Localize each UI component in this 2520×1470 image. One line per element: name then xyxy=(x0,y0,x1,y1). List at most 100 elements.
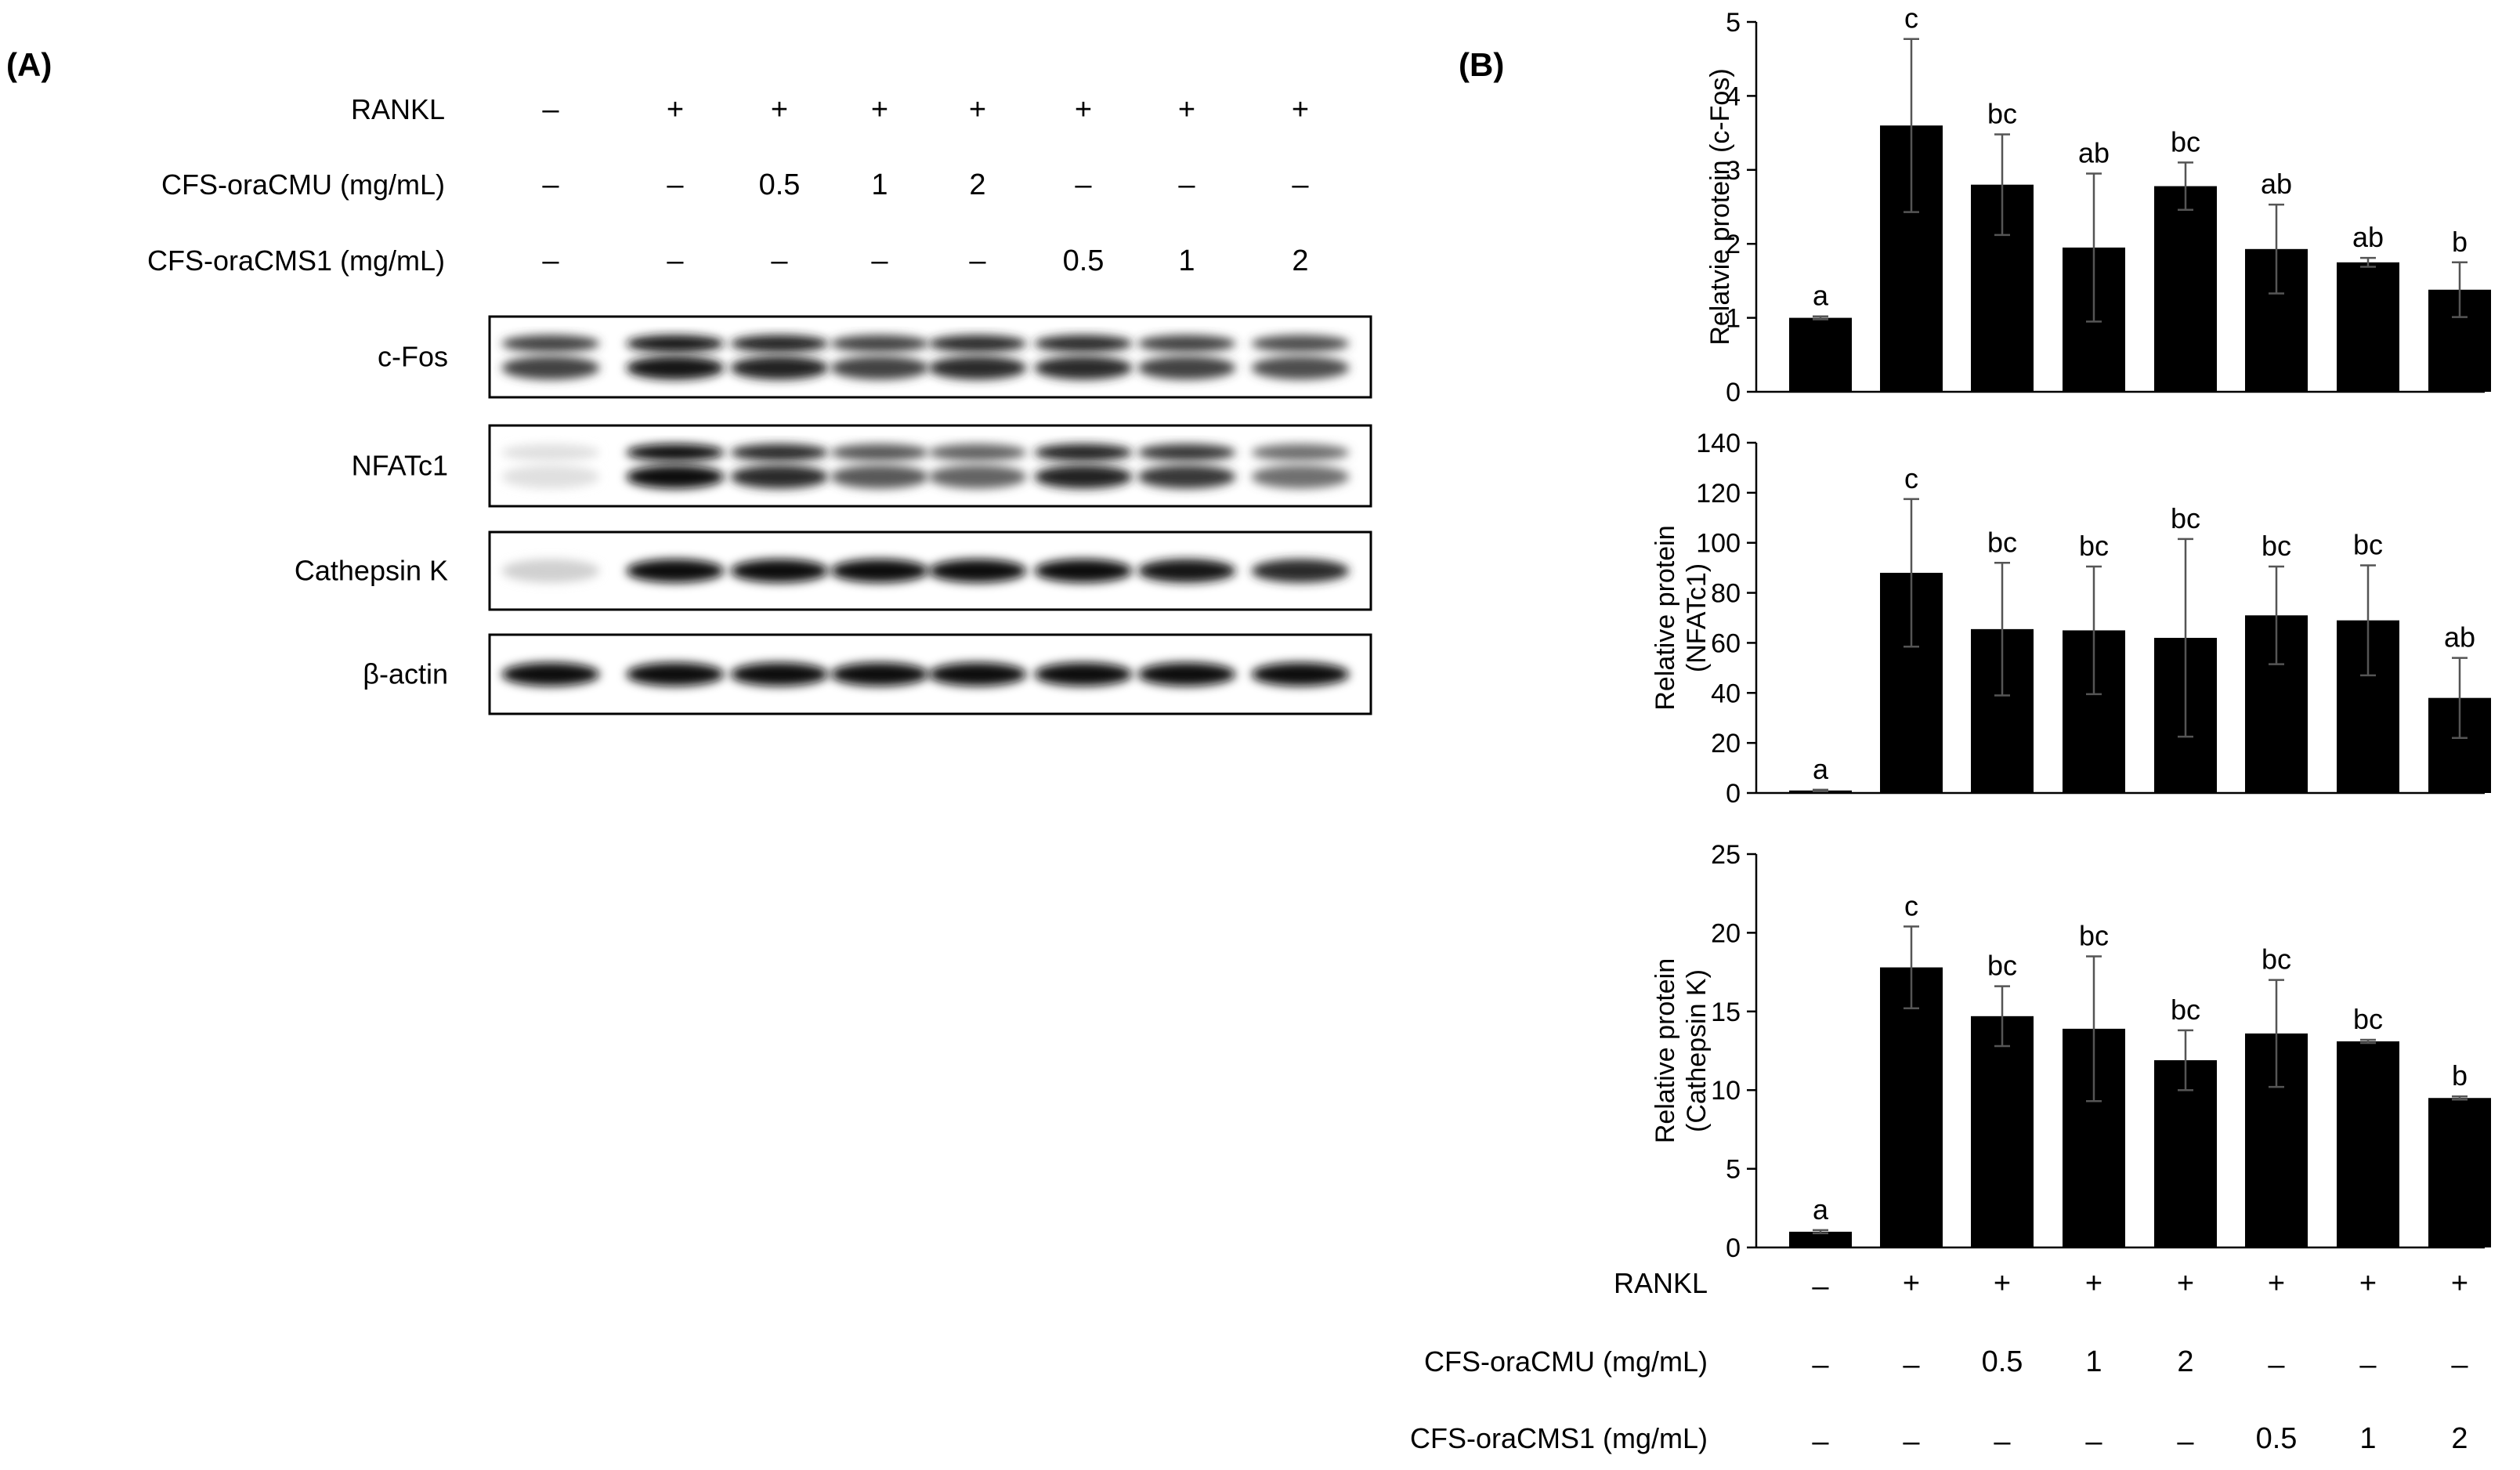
bar xyxy=(1789,317,1852,392)
y-axis-title: Relative protein(Cathepsin K) xyxy=(1650,958,1712,1143)
significance-letter: ab xyxy=(2078,137,2110,169)
panel-b-condition-value: – xyxy=(2085,1425,2102,1458)
blot-band xyxy=(626,335,725,353)
significance-letter: c xyxy=(1904,889,1918,921)
panel-b-condition-value: 2 xyxy=(2451,1422,2468,1455)
blot-band xyxy=(1251,444,1350,462)
significance-letter: ab xyxy=(2261,168,2292,200)
significance-letter: a xyxy=(1813,1193,1829,1226)
blot-band xyxy=(501,335,600,353)
significance-letter: bc xyxy=(2079,530,2109,562)
panel-b-condition-value: + xyxy=(1994,1267,2011,1300)
y-tick-label: 80 xyxy=(1711,579,1741,609)
y-tick-label: 15 xyxy=(1711,998,1741,1027)
blot-band xyxy=(1137,444,1236,462)
panel-a-condition-value: 2 xyxy=(1292,244,1308,277)
bar xyxy=(1880,967,1943,1247)
significance-letter: bc xyxy=(2171,994,2200,1026)
panel-a-condition-value: 0.5 xyxy=(1063,244,1105,277)
blot-band xyxy=(1251,559,1350,583)
blot-band xyxy=(1137,335,1236,353)
significance-letter: bc xyxy=(1987,526,2017,558)
panel-a-condition-table: RANKL – + + + + + + + CFS-oraCMU (mg/mL) – – 0.5 1 2 – –… xyxy=(147,93,1309,277)
blot-label: NFATc1 xyxy=(352,450,448,482)
significance-letter: bc xyxy=(2171,125,2200,158)
panel-b-condition-value: + xyxy=(2268,1267,2285,1300)
blot-band xyxy=(1034,335,1133,353)
panel-a-condition-value: + xyxy=(1292,93,1309,126)
blot-band xyxy=(928,559,1027,583)
panel-b-condition-value: 1 xyxy=(2359,1422,2376,1455)
bar-chart-1: 0 1 2 3 4 5 Relatvie protein (c-Fos) a c bc ab bc ab… xyxy=(1705,2,2491,407)
significance-letter: b xyxy=(2452,1059,2468,1092)
panel-a-condition-value: – xyxy=(1075,168,1092,201)
blot-band xyxy=(501,559,600,583)
blot-band xyxy=(730,444,829,462)
blot-band xyxy=(928,662,1027,686)
significance-letter: c xyxy=(1904,2,1918,34)
panel-a-condition-value: – xyxy=(667,168,684,201)
panel-b-condition-label: CFS-oraCMU (mg/mL) xyxy=(1424,1345,1708,1378)
panel-b-condition-value: – xyxy=(1812,1270,1829,1303)
panel-b-condition-value: + xyxy=(2085,1267,2102,1300)
panel-a-label: (A) xyxy=(6,46,52,83)
blot-band xyxy=(1137,662,1236,686)
blot-label: c-Fos xyxy=(378,341,448,373)
bar xyxy=(2337,262,2399,392)
blot-band xyxy=(501,444,600,462)
blot-band xyxy=(626,559,725,583)
panel-b-condition-value: 2 xyxy=(2177,1345,2193,1378)
panel-b-condition-value: + xyxy=(1903,1267,1920,1300)
significance-letter: bc xyxy=(2261,530,2291,562)
panel-a-condition-value: + xyxy=(871,93,888,126)
blot-frame xyxy=(488,424,1372,508)
blot-band xyxy=(830,444,929,462)
y-tick-label: 0 xyxy=(1726,779,1741,809)
blot-band xyxy=(1251,356,1350,380)
panel-a-condition-label: CFS-oraCMU (mg/mL) xyxy=(161,168,445,201)
blot-band xyxy=(830,559,929,583)
blot-label: Cathepsin K xyxy=(295,555,448,587)
blot-band xyxy=(1034,444,1133,462)
panel-a-condition-label: CFS-oraCMS1 (mg/mL) xyxy=(147,244,445,277)
panel-a-western-blot: (A) RANKL – + + + + + + + CFS-oraCMU (mg/mL) – – 0.5… xyxy=(6,46,1372,715)
panel-a-condition-label: RANKL xyxy=(351,93,445,125)
panel-b-condition-value: + xyxy=(2177,1267,2194,1300)
panel-a-condition-value: + xyxy=(969,93,986,126)
panel-a-condition-value: – xyxy=(542,244,559,277)
panel-b-condition-value: 0.5 xyxy=(2256,1422,2298,1455)
blot-band xyxy=(928,335,1027,353)
blot-band xyxy=(928,356,1027,380)
blot-band xyxy=(1034,356,1133,380)
panel-a-condition-value: – xyxy=(771,244,788,277)
panel-a-condition-value: – xyxy=(871,244,888,277)
panel-b-condition-value: – xyxy=(1812,1425,1829,1458)
significance-letter: bc xyxy=(2261,943,2291,976)
panel-a-condition-value: 0.5 xyxy=(759,168,801,201)
blot-band xyxy=(730,356,829,380)
y-tick-label: 2 xyxy=(1726,230,1741,259)
significance-letter: b xyxy=(2452,226,2468,258)
y-axis-title: Relative protein(NFATc1) xyxy=(1650,525,1712,710)
blot-frame xyxy=(488,315,1372,399)
y-tick-label: 60 xyxy=(1711,628,1741,658)
blot-band xyxy=(1251,465,1350,489)
panel-a-condition-value: + xyxy=(771,93,788,126)
significance-letter: bc xyxy=(1987,950,2017,982)
panel-b-condition-value: – xyxy=(1994,1425,2011,1458)
panel-b-condition-value: + xyxy=(2359,1267,2377,1300)
significance-letter: a xyxy=(1813,280,1829,312)
blot-band xyxy=(1137,559,1236,583)
blot-band xyxy=(1034,662,1133,686)
bar xyxy=(2154,1060,2217,1247)
y-tick-label: 20 xyxy=(1711,729,1741,759)
panel-b-condition-value: – xyxy=(2359,1349,2377,1381)
panel-b-label: (B) xyxy=(1459,46,1504,83)
bar-chart-2: 0 20 40 60 80 100 120 140 Relative protein(NFATc… xyxy=(1650,429,2491,809)
panel-a-condition-value: 2 xyxy=(969,168,985,201)
y-tick-label: 0 xyxy=(1726,378,1741,407)
blot-band xyxy=(730,335,829,353)
blot-band xyxy=(501,356,600,380)
